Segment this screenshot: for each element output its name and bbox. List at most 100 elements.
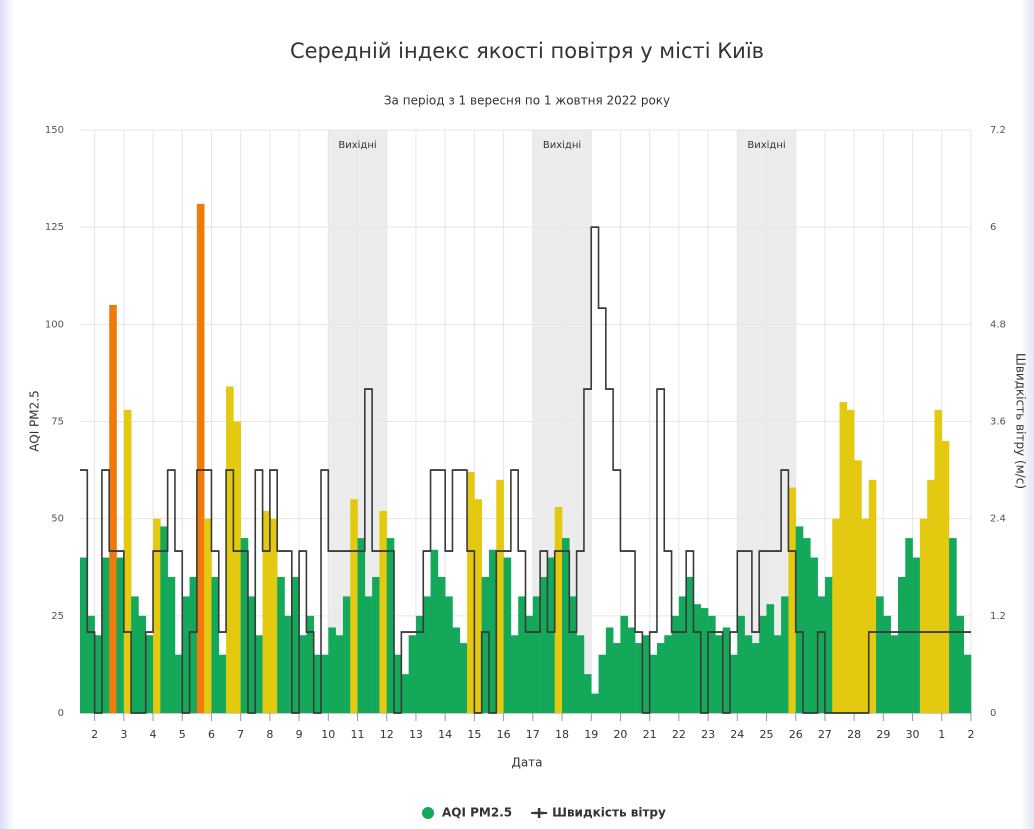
y-tick-label: 75 <box>51 417 64 428</box>
x-tick-label: 9 <box>296 728 303 741</box>
aqi-bar <box>365 596 373 713</box>
aqi-bar <box>124 410 132 713</box>
x-tick-label: 2 <box>968 728 975 741</box>
aqi-bar <box>358 538 366 713</box>
legend-symbol <box>422 807 434 819</box>
aqi-bar <box>138 616 146 713</box>
aqi-bar <box>562 538 570 713</box>
aqi-bar <box>796 526 804 713</box>
aqi-bar <box>949 538 957 713</box>
x-tick-label: 17 <box>526 728 540 741</box>
aqi-bar <box>277 577 285 713</box>
aqi-bar <box>504 558 512 713</box>
aqi-bar <box>153 519 161 713</box>
aqi-bar <box>715 635 723 713</box>
y-tick-label: 125 <box>45 222 64 233</box>
aqi-bar <box>876 596 884 713</box>
aqi-bar <box>628 627 636 713</box>
aqi-bar <box>540 577 548 713</box>
aqi-bar <box>401 674 409 713</box>
aqi-bar <box>321 655 329 713</box>
aqi-bar <box>913 558 921 713</box>
y2-axis-label: Швидкість вітру (м/с) <box>1014 353 1028 489</box>
aqi-bar <box>898 577 906 713</box>
aqi-bar <box>584 674 592 713</box>
aqi-bar <box>336 635 344 713</box>
x-tick-label: 24 <box>730 728 744 741</box>
aqi-bar <box>818 596 826 713</box>
aqi-bar <box>956 616 964 713</box>
aqi-bar <box>861 519 869 713</box>
x-tick-label: 3 <box>120 728 127 741</box>
aqi-bar <box>620 616 628 713</box>
aqi-bar <box>577 635 585 713</box>
aqi-bar <box>248 596 256 713</box>
x-tick-label: 30 <box>906 728 920 741</box>
x-tick-label: 28 <box>847 728 861 741</box>
aqi-bar <box>80 558 88 713</box>
aqi-bar <box>438 577 446 713</box>
x-tick-label: 27 <box>818 728 832 741</box>
aqi-bar <box>131 596 139 713</box>
x-tick-label: 6 <box>208 728 215 741</box>
y-tick-label: 100 <box>45 319 64 330</box>
x-tick-label: 4 <box>150 728 157 741</box>
aqi-bar <box>299 635 307 713</box>
aqi-bar <box>511 635 519 713</box>
y2-tick-label: 1.2 <box>990 611 1006 622</box>
x-tick-label: 16 <box>497 728 511 741</box>
aqi-bar <box>87 616 95 713</box>
y2-tick-label: 7.2 <box>990 125 1006 136</box>
aqi-bar <box>854 460 862 713</box>
aqi-bar <box>934 410 942 713</box>
aqi-bar <box>109 305 117 713</box>
aqi-bar <box>489 550 497 713</box>
aqi-bar <box>825 577 833 713</box>
aqi-bar <box>810 558 818 713</box>
y-tick-label: 25 <box>51 611 64 622</box>
aqi-bar <box>343 596 351 713</box>
x-axis-label: Дата <box>511 756 542 770</box>
aqi-bar <box>832 519 840 713</box>
aqi-bar <box>840 402 848 713</box>
aqi-bar <box>102 558 110 713</box>
aqi-bar <box>117 558 125 713</box>
aqi-bar <box>518 596 526 713</box>
aqi-bar <box>701 608 709 713</box>
aqi-bar <box>650 655 658 713</box>
aqi-bar <box>920 519 928 713</box>
chart-title: Середній індекс якості повітря у місті К… <box>290 39 764 63</box>
y-axis-label: AQI PM2.5 <box>28 390 42 451</box>
x-tick-label: 11 <box>351 728 365 741</box>
aqi-bar <box>891 635 899 713</box>
aqi-bar <box>708 616 716 713</box>
aqi-bar <box>233 422 241 714</box>
aqi-bar <box>394 655 402 713</box>
aqi-bar <box>431 550 439 713</box>
aqi-bar <box>292 577 300 713</box>
aqi-bar <box>759 616 767 713</box>
aqi-bar <box>533 596 541 713</box>
y2-tick-label: 6 <box>990 222 996 233</box>
y-tick-label: 50 <box>51 514 64 525</box>
aqi-bar <box>737 616 745 713</box>
x-tick-label: 13 <box>409 728 423 741</box>
aqi-bar <box>255 635 263 713</box>
aqi-bar <box>547 558 555 713</box>
aqi-bar <box>883 616 891 713</box>
aqi-bar <box>219 655 227 713</box>
aqi-bar <box>95 635 103 713</box>
aqi-bar <box>745 635 753 713</box>
aqi-bar <box>379 511 387 713</box>
x-tick-label: 29 <box>876 728 890 741</box>
x-tick-label: 14 <box>438 728 452 741</box>
x-tick-label: 26 <box>789 728 803 741</box>
aqi-bar <box>693 604 701 713</box>
aqi-bar <box>774 635 782 713</box>
aqi-bar <box>168 577 176 713</box>
aqi-bar <box>328 627 336 713</box>
aqi-bar <box>204 519 212 713</box>
x-tick-label: 7 <box>237 728 244 741</box>
aqi-bar <box>847 410 855 713</box>
aqi-bar <box>767 604 775 713</box>
